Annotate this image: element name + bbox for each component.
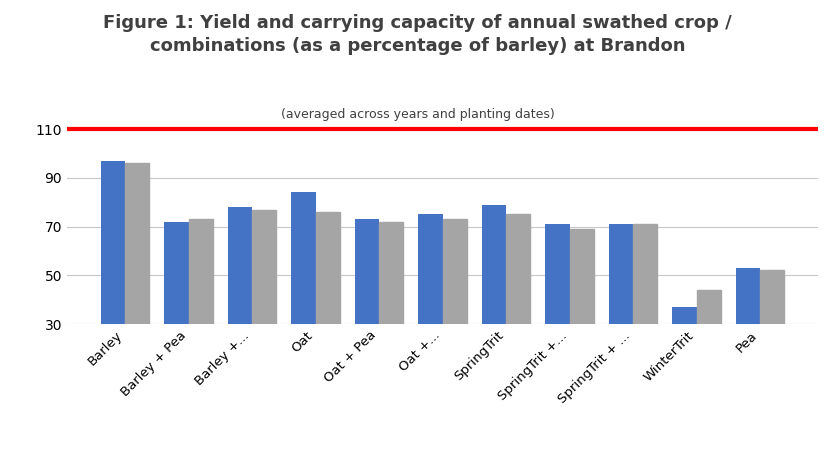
Bar bbox=[379, 222, 403, 397]
Bar bbox=[252, 210, 276, 397]
Bar bbox=[696, 290, 721, 397]
Bar bbox=[482, 205, 506, 397]
Bar bbox=[189, 219, 213, 397]
Bar bbox=[736, 268, 760, 397]
Bar bbox=[633, 224, 657, 397]
Bar bbox=[418, 214, 443, 397]
Bar bbox=[355, 219, 379, 397]
Bar bbox=[569, 229, 594, 397]
Text: Figure 1: Yield and carrying capacity of annual swathed crop /
combinations (as : Figure 1: Yield and carrying capacity of… bbox=[104, 14, 731, 55]
Bar bbox=[506, 214, 530, 397]
Bar bbox=[291, 193, 316, 397]
Bar bbox=[443, 219, 467, 397]
Bar bbox=[164, 222, 189, 397]
Bar bbox=[101, 161, 125, 397]
Bar bbox=[609, 224, 633, 397]
Bar bbox=[760, 270, 784, 397]
Bar bbox=[228, 207, 252, 397]
Bar bbox=[316, 212, 340, 397]
Bar bbox=[672, 307, 696, 397]
Text: (averaged across years and planting dates): (averaged across years and planting date… bbox=[281, 108, 554, 121]
Bar bbox=[545, 224, 569, 397]
Bar bbox=[125, 163, 149, 397]
